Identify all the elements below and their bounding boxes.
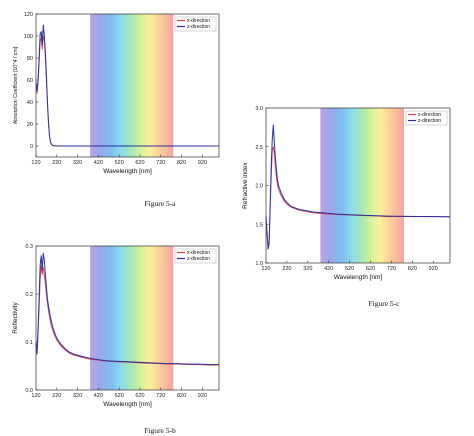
figure-caption: Figure 5-a [144, 199, 176, 208]
x-tick-label: 520 [345, 266, 354, 272]
y-axis-label: Refractive index [242, 161, 249, 208]
y-tick-label: 0.0 [25, 388, 33, 394]
x-tick-label: 920 [198, 393, 207, 399]
x-tick-label: 820 [177, 393, 186, 399]
legend-label: x-direction [187, 250, 210, 256]
x-tick-label: 520 [115, 393, 124, 399]
y-tick-label: 40 [27, 100, 33, 106]
y-tick-label: 2.0 [255, 184, 263, 190]
y-tick-label: 0 [30, 144, 33, 150]
series-line-z-direction [35, 252, 219, 366]
x-tick-label: 120 [31, 393, 40, 399]
visible-spectrum-band [90, 246, 174, 390]
x-tick-label: 620 [366, 266, 375, 272]
y-tick-label: 0.3 [25, 244, 33, 250]
y-tick-label: 0.2 [25, 292, 33, 298]
legend-label: z-direction [187, 256, 210, 262]
x-tick-label: 620 [135, 393, 144, 399]
x-axis-label: Wavelength [nm] [103, 401, 152, 408]
x-tick-label: 420 [324, 266, 333, 272]
x-tick-label: 320 [73, 160, 82, 166]
x-tick-label: 820 [408, 266, 417, 272]
y-tick-label: 20 [27, 122, 33, 128]
series-line-z-direction [35, 24, 219, 147]
x-tick-label: 720 [156, 160, 165, 166]
y-axis-label: Absorption Coefficient [10^4 / cm] [13, 46, 19, 124]
y-tick-label: 0.1 [25, 340, 33, 346]
chart-panel-a: 120 220 320 420 520 620 720 820 920 0 20 40 60 80 100 1… [13, 12, 220, 208]
legend-box [405, 110, 448, 126]
y-tick-label: 1.5 [255, 222, 263, 228]
x-tick-label: 520 [115, 160, 124, 166]
y-tick-label: 60 [27, 78, 33, 84]
y-tick-label: 3.0 [255, 106, 263, 112]
x-tick-label: 320 [303, 266, 312, 272]
figure-caption: Figure 5-b [144, 426, 176, 435]
x-tick-label: 820 [177, 160, 186, 166]
y-tick-label: 1.0 [255, 261, 263, 267]
y-tick-label: 120 [24, 12, 33, 18]
x-tick-label: 220 [52, 160, 61, 166]
x-tick-label: 420 [94, 160, 103, 166]
legend-label: z-direction [187, 24, 210, 30]
legend-label: z-direction [418, 118, 441, 124]
plot-frame [35, 245, 220, 391]
visible-spectrum-band [320, 108, 404, 263]
chart-panel-b: 120 220 320 420 520 620 720 820 920 0.0 0.1 0.2 0.3 W… [12, 244, 220, 435]
x-tick-label: 920 [198, 160, 207, 166]
legend-box [174, 248, 217, 264]
y-tick-label: 100 [24, 34, 33, 40]
x-tick-label: 920 [429, 266, 438, 272]
x-tick-label: 720 [387, 266, 396, 272]
x-tick-label: 620 [135, 160, 144, 166]
y-tick-label: 80 [27, 56, 33, 62]
legend-label: x-direction [418, 112, 441, 118]
chart-panel-c: 120 220 320 420 520 620 720 820 920 1.0 1.5 2.0 2.5 3… [242, 106, 451, 308]
x-axis-label: Wavelength [nm] [103, 168, 152, 175]
x-tick-label: 320 [73, 393, 82, 399]
y-axis-label: Reflectivity [12, 302, 19, 334]
y-tick-label: 2.5 [255, 145, 263, 151]
series-line-z-direction [265, 124, 451, 250]
x-axis-label: Wavelength [nm] [334, 274, 383, 281]
visible-spectrum-band [90, 14, 174, 157]
x-tick-label: 120 [31, 160, 40, 166]
legend-label: x-direction [187, 18, 210, 24]
x-tick-label: 220 [282, 266, 291, 272]
x-tick-label: 120 [261, 266, 270, 272]
figure-caption: Figure 5-c [368, 299, 400, 308]
x-tick-label: 720 [156, 393, 165, 399]
x-tick-label: 220 [52, 393, 61, 399]
x-tick-label: 420 [94, 393, 103, 399]
legend-box [174, 16, 217, 32]
